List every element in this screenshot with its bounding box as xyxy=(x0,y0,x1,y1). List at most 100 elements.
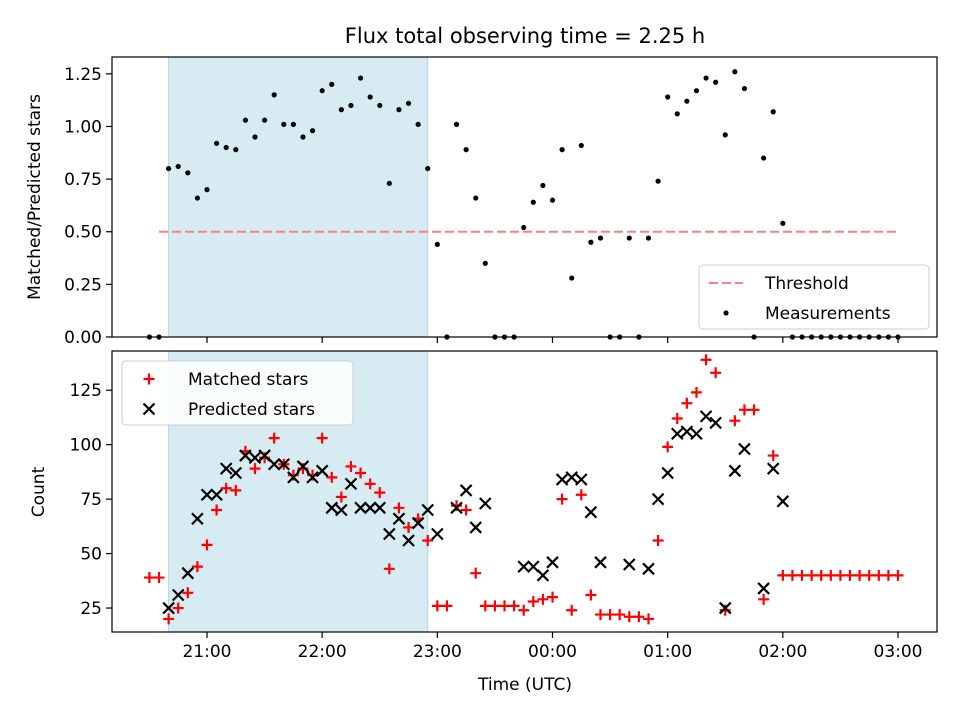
predicted-stars-point xyxy=(536,569,550,582)
predicted-stars-point xyxy=(670,427,684,441)
measurement-point xyxy=(357,75,364,81)
measurement-point xyxy=(194,195,201,201)
measurement-point xyxy=(309,128,316,134)
matched-stars-point xyxy=(614,609,626,621)
bottom-plot-panel: 25 50 75 100 125 21:00 22:00 23:00 00:00 01:00 02:… xyxy=(70,350,938,662)
matched-stars-point xyxy=(518,604,530,616)
predicted-stars-point xyxy=(651,492,665,506)
measurement-point xyxy=(242,117,248,123)
matched-stars-point xyxy=(316,432,328,444)
y-tick-label: 50 xyxy=(80,545,102,565)
predicted-stars-point xyxy=(248,451,262,465)
matched-stars-point xyxy=(662,441,674,453)
matched-stars-point xyxy=(556,493,568,505)
matched-stars-point xyxy=(547,591,558,603)
measurement-point xyxy=(559,147,565,153)
predicted-stars-point xyxy=(210,488,223,502)
matched-stars-point xyxy=(383,563,395,575)
matched-stars-point xyxy=(403,521,415,533)
matched-stars-point xyxy=(710,367,722,379)
matched-stars-point xyxy=(182,587,194,599)
matched-stars-point xyxy=(575,489,587,501)
matched-stars-point xyxy=(690,386,702,398)
measurement-point xyxy=(770,109,776,115)
matched-stars-point xyxy=(431,600,443,612)
predicted-stars-point xyxy=(219,462,233,475)
x-tick-label: 01:00 xyxy=(643,642,692,662)
predicted-stars-point xyxy=(661,466,674,480)
measurement-point xyxy=(281,121,287,127)
measurement-point xyxy=(290,121,296,127)
measurement-point xyxy=(185,170,191,176)
y-tick-label: 25 xyxy=(80,599,102,619)
measurement-point xyxy=(405,100,412,106)
matched-stars-point xyxy=(460,504,472,516)
matched-stars-point xyxy=(681,397,693,409)
matched-stars-point xyxy=(604,609,616,621)
legend-label: Measurements xyxy=(765,304,891,324)
predicted-stars-point xyxy=(680,425,694,438)
legend-label: Matched stars xyxy=(188,370,308,390)
predicted-stars-point xyxy=(363,501,377,515)
predicted-stars-point xyxy=(623,558,636,571)
matched-stars-point xyxy=(892,569,904,581)
matched-stars-point xyxy=(806,569,818,581)
y-tick-label: 125 xyxy=(70,381,102,401)
legend-label: Threshold xyxy=(764,274,849,294)
predicted-stars-point xyxy=(200,488,214,502)
measurement-point xyxy=(223,144,229,151)
measurement-point xyxy=(329,81,335,87)
matched-stars-point xyxy=(230,484,242,496)
x-tick-label: 23:00 xyxy=(413,642,462,662)
matched-stars-point xyxy=(537,593,549,605)
matched-stars-point xyxy=(479,600,491,612)
predicted-stars-point xyxy=(642,562,655,576)
bottom-y-axis-label: Count xyxy=(29,466,49,517)
predicted-stars-point xyxy=(584,505,598,519)
matched-stars-point xyxy=(451,500,463,512)
measurement-point xyxy=(626,235,632,241)
predicted-stars-point xyxy=(335,503,348,517)
matched-stars-point xyxy=(863,569,875,581)
predicted-stars-point xyxy=(411,516,425,530)
highlight-span xyxy=(168,57,428,337)
legend: Matched stars Predicted stars xyxy=(121,360,354,426)
legend-matched-swatch xyxy=(143,373,155,385)
matched-stars-point xyxy=(729,415,741,427)
plot-frame xyxy=(111,56,938,338)
matched-stars-point xyxy=(249,463,261,475)
matched-stars-point xyxy=(815,569,827,581)
y-tick-label: 0.00 xyxy=(64,328,102,348)
measurement-point xyxy=(578,142,584,149)
predicted-stars-point xyxy=(517,560,530,573)
predicted-stars-point xyxy=(575,473,588,486)
measurement-point xyxy=(732,69,738,75)
y-tick-label: 100 xyxy=(70,436,102,456)
measurement-point xyxy=(175,163,181,170)
top-plot-panel: 0.00 0.25 0.50 0.75 1.00 1.25 Threshold Measure… xyxy=(64,56,938,348)
matched-stars-point xyxy=(834,569,846,581)
predicted-stars-point xyxy=(392,512,406,526)
measurement-point xyxy=(674,111,680,117)
matched-stars-point xyxy=(652,535,664,547)
matched-stars-point xyxy=(422,535,434,547)
measurement-point xyxy=(684,98,690,104)
predicted-stars-point xyxy=(776,495,790,508)
measurement-point xyxy=(425,165,431,172)
matched-stars-point xyxy=(508,600,520,612)
measurement-point xyxy=(540,182,546,189)
predicted-stars-point xyxy=(306,471,319,484)
matched-stars-point xyxy=(825,569,837,581)
predicted-stars-point xyxy=(191,512,204,526)
legend-measurement-swatch xyxy=(723,310,729,316)
measurement-point xyxy=(645,235,652,241)
predicted-stars-point xyxy=(402,534,415,547)
measurement-point xyxy=(396,107,402,113)
predicted-stars-point xyxy=(181,566,195,580)
legend-predicted-swatch xyxy=(142,402,156,416)
predicted-stars-point xyxy=(373,501,387,515)
x-tick-label: 21:00 xyxy=(183,642,232,662)
y-tick-label: 1.00 xyxy=(64,117,102,137)
matched-stars-point xyxy=(441,600,453,612)
x-tick-label: 22:00 xyxy=(298,642,347,662)
